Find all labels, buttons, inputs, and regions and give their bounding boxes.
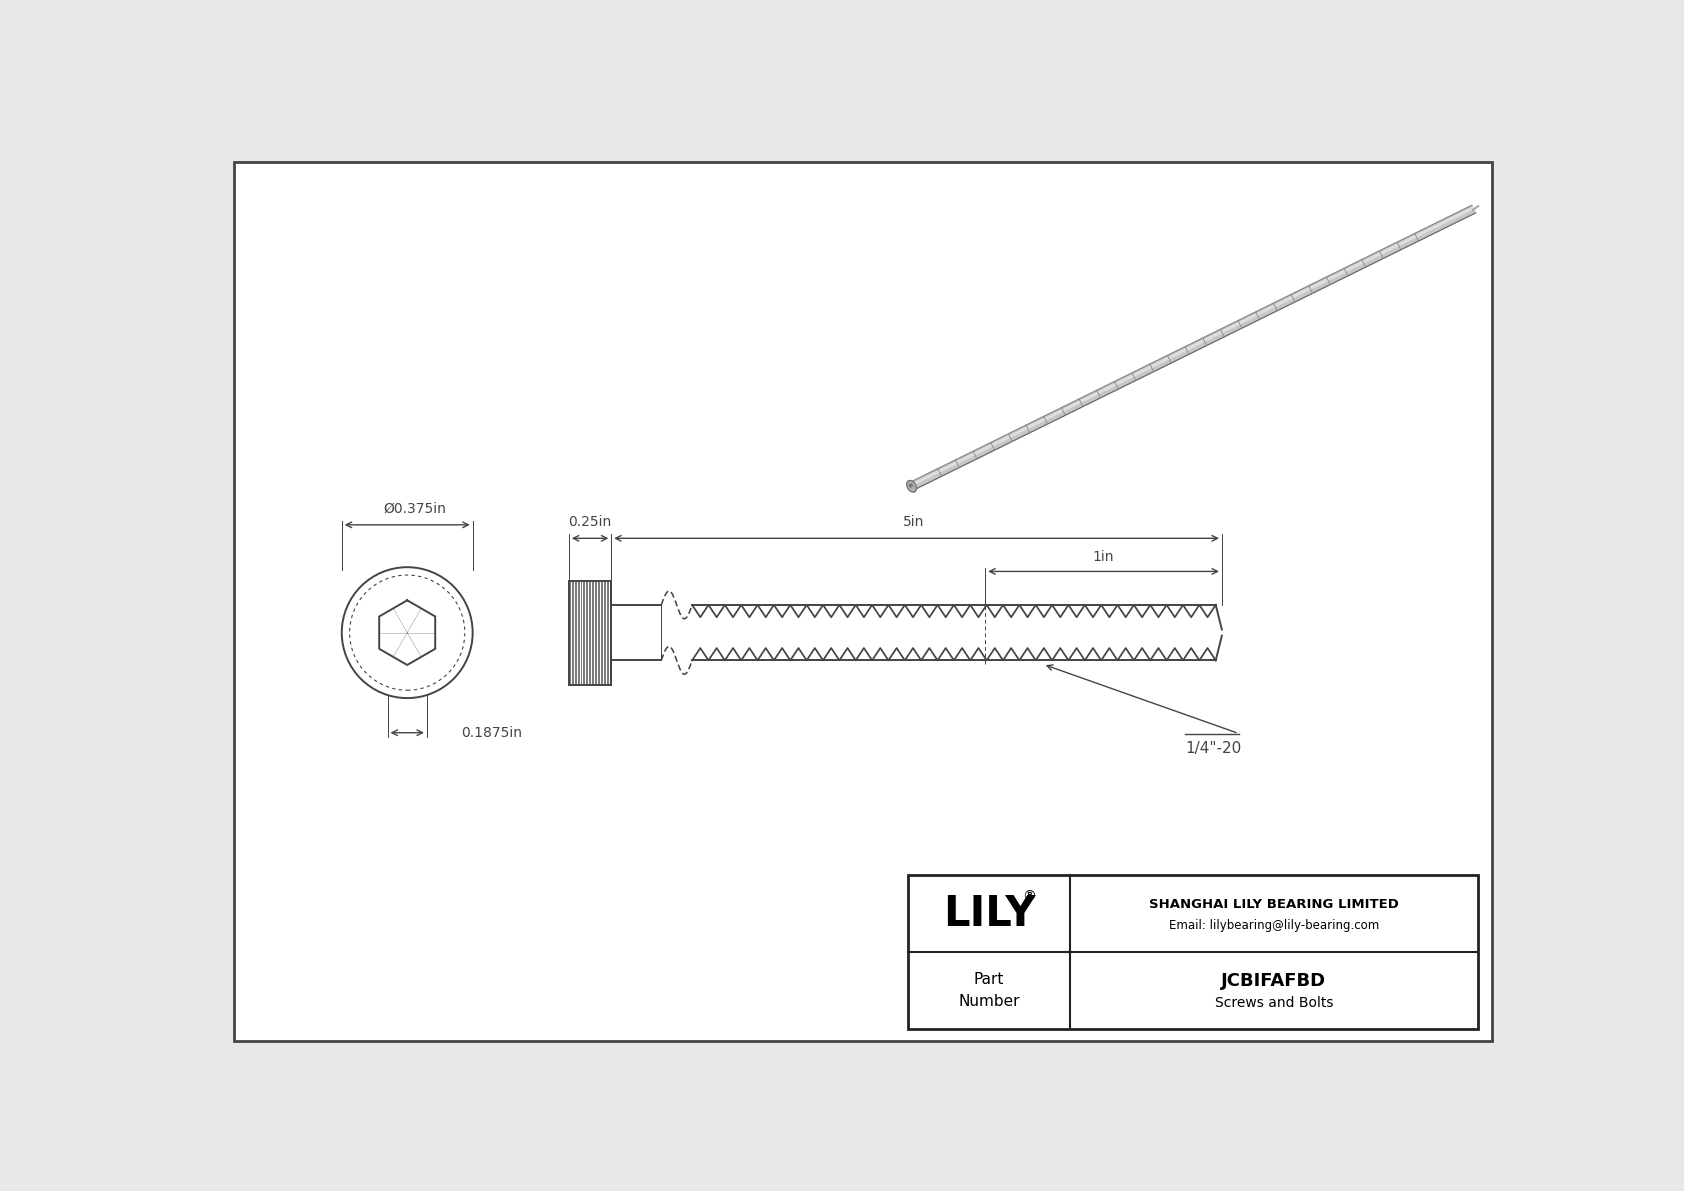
Text: JCBIFAFBD: JCBIFAFBD: [1221, 972, 1327, 990]
Polygon shape: [909, 205, 1475, 491]
Text: 1in: 1in: [1093, 550, 1115, 563]
Text: 0.1875in: 0.1875in: [461, 725, 522, 740]
Text: Part
Number: Part Number: [958, 972, 1019, 1009]
Text: 0.25in: 0.25in: [569, 515, 611, 529]
Text: 5in: 5in: [903, 515, 925, 529]
Circle shape: [342, 567, 473, 698]
FancyBboxPatch shape: [234, 162, 1492, 1041]
Polygon shape: [379, 600, 434, 665]
Text: LILY: LILY: [943, 893, 1036, 935]
Ellipse shape: [909, 484, 913, 487]
Bar: [908, 875, 1477, 1029]
Text: SHANGHAI LILY BEARING LIMITED: SHANGHAI LILY BEARING LIMITED: [1148, 898, 1399, 911]
Ellipse shape: [906, 480, 916, 492]
Bar: [569, 581, 611, 685]
Text: Ø0.375in: Ø0.375in: [384, 501, 446, 516]
Text: Screws and Bolts: Screws and Bolts: [1214, 996, 1334, 1010]
Text: 1/4"-20: 1/4"-20: [1186, 741, 1241, 756]
Text: ®: ®: [1022, 890, 1036, 904]
Polygon shape: [911, 207, 1474, 486]
Text: Email: lilybearing@lily-bearing.com: Email: lilybearing@lily-bearing.com: [1169, 918, 1379, 931]
